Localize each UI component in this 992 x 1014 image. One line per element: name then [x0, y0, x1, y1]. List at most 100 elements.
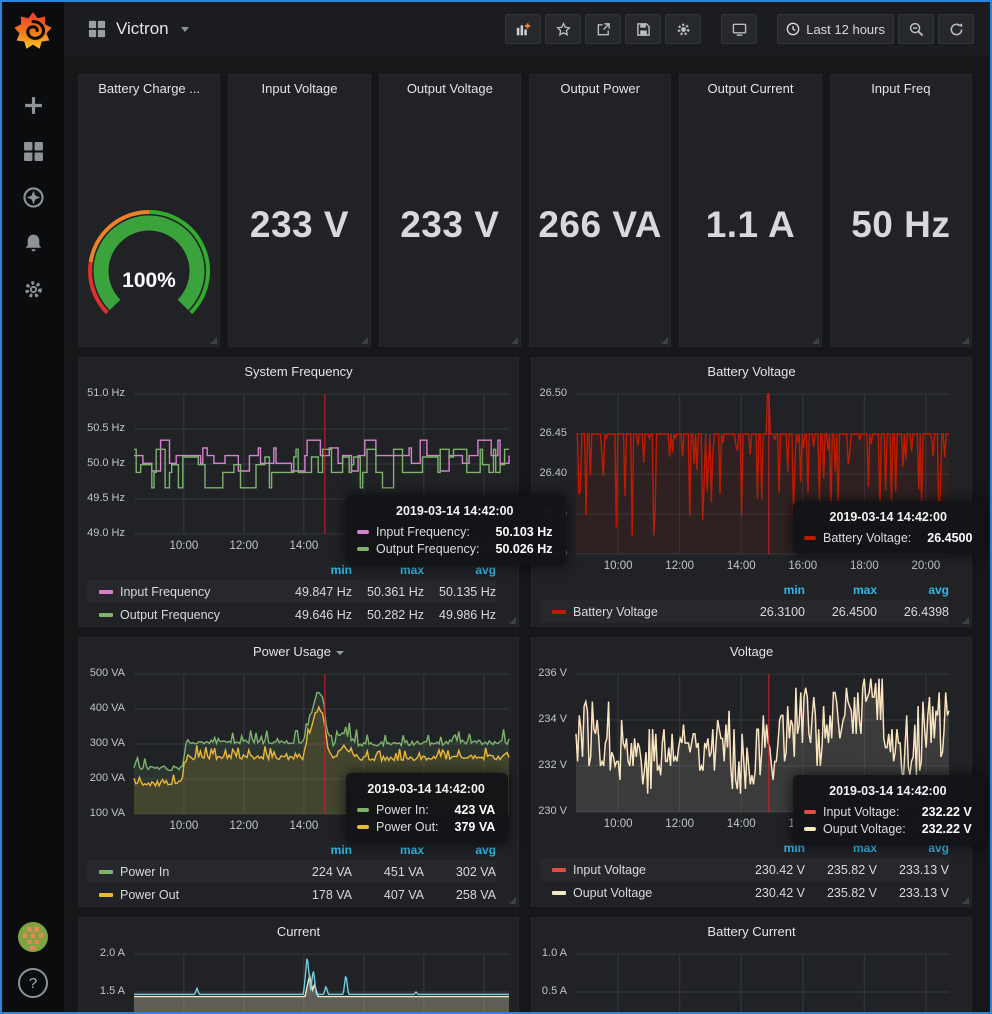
legend-header-min[interactable]: min — [330, 563, 352, 577]
tooltip-series-label: Ouput Voltage: — [823, 822, 906, 836]
panel-title[interactable]: Current — [276, 924, 321, 939]
panel-resize-handle[interactable] — [962, 897, 969, 904]
panel-title[interactable]: Voltage — [729, 644, 774, 659]
star-button[interactable] — [545, 14, 582, 44]
legend-row[interactable]: Output Frequency 49.646 Hz 50.282 Hz 49.986… — [87, 603, 496, 626]
panel-title[interactable]: Output Voltage — [406, 81, 493, 96]
legend-row[interactable]: Battery Voltage 26.3100 26.4500 26.4398 — [540, 600, 949, 623]
chart-area[interactable]: 1.0 A0.5 A0.0 A-0.5 A-1.0 A10:0012:0014:… — [532, 946, 971, 1012]
share-button[interactable] — [585, 14, 622, 44]
series-color-dash — [357, 530, 369, 534]
help-icon[interactable]: ? — [18, 968, 48, 998]
panel-title[interactable]: Input Freq — [871, 81, 931, 96]
zoom-out-button[interactable] — [898, 14, 934, 44]
legend-header-max[interactable]: max — [399, 843, 424, 857]
tooltip-series-label: Output Frequency: — [376, 542, 480, 556]
add-panel-button[interactable] — [505, 14, 542, 44]
series-color-dash — [552, 609, 566, 614]
navbar: Victron Last 12 hours — [64, 2, 990, 56]
y-axis-tick-label: 49.5 Hz — [87, 492, 125, 504]
configuration-gear-icon[interactable] — [21, 277, 45, 301]
user-avatar[interactable] — [18, 922, 48, 952]
series-line-power-in — [133, 691, 510, 772]
legend-row[interactable]: Power Out 178 VA 407 VA 258 VA — [87, 883, 496, 906]
legend-header: min max avg — [87, 840, 496, 860]
legend-row[interactable]: Power In 224 VA 451 VA 302 VA — [87, 860, 496, 883]
x-axis-tick-label: 10:00 — [169, 820, 199, 832]
panel-resize-handle[interactable] — [811, 337, 819, 344]
refresh-icon — [950, 22, 962, 35]
legend-row[interactable]: Input Frequency 49.847 Hz 50.361 Hz 50.135 … — [87, 580, 496, 603]
panel-resize-handle[interactable] — [509, 897, 516, 904]
series-name[interactable]: Output Frequency — [120, 607, 221, 622]
legend-header-avg[interactable]: avg — [475, 563, 496, 577]
panel-resize-handle[interactable] — [510, 337, 518, 344]
dashboards-grid-icon[interactable] — [21, 139, 45, 163]
legend: min max avg Input Voltage 230.42 V 235.82 V 23… — [540, 838, 971, 904]
panel-resize-handle[interactable] — [661, 337, 669, 344]
chart-area[interactable]: 51.0 Hz 50.5 Hz 50.0 Hz 49.5 Hz 49.0 Hz 10:00… — [79, 386, 518, 626]
panel-title[interactable]: Input Voltage — [261, 81, 338, 96]
series-name[interactable]: Ouput Voltage — [573, 885, 653, 900]
x-axis-tick-label: 20:00 — [911, 560, 941, 572]
alerting-bell-icon[interactable] — [21, 231, 45, 255]
panel-settings-button[interactable] — [665, 14, 702, 44]
refresh-button[interactable] — [938, 14, 974, 44]
panel-title[interactable]: System Frequency — [244, 364, 353, 379]
graph-tooltip: 2019-03-14 14:42:00 Input Voltage: 232.22 … — [793, 775, 985, 845]
series-color-dash — [357, 547, 369, 551]
legend: min max avg Battery Voltage 26.3100 26.4500 26… — [540, 580, 971, 623]
panel-resize-handle[interactable] — [961, 337, 969, 344]
grafana-logo[interactable] — [12, 10, 54, 52]
legend-header: min max avg — [87, 560, 496, 580]
legend-row[interactable]: Ouput Voltage 230.42 V 235.82 V 233.13 V — [540, 881, 949, 904]
panel-battery-current: Battery Current 1.0 A0.5 A0.0 A-0.5 A-1.0… — [531, 917, 972, 1012]
time-range-label: Last 12 hours — [806, 21, 885, 37]
series-name[interactable]: Power Out — [120, 887, 180, 902]
series-line-output-current — [134, 958, 509, 995]
legend-header-avg[interactable]: avg — [928, 583, 949, 597]
panel-title[interactable]: Battery Charge ... — [98, 81, 201, 96]
panel-title[interactable]: Power Usage — [79, 638, 518, 666]
panel-resize-handle[interactable] — [509, 617, 516, 624]
legend-stat-value: 451 VA — [383, 864, 424, 879]
legend-header-avg[interactable]: avg — [475, 843, 496, 857]
series-name[interactable]: Input Voltage — [573, 862, 646, 877]
star-icon — [555, 21, 571, 36]
plus-icon[interactable] — [21, 93, 45, 117]
legend-header-max[interactable]: max — [852, 583, 877, 597]
series-name[interactable]: Power In — [120, 864, 170, 879]
legend-stat-value: 235.82 V — [826, 862, 877, 877]
series-name[interactable]: Input Frequency — [120, 584, 211, 599]
legend-header-min[interactable]: min — [330, 843, 352, 857]
panel-title[interactable]: Battery Current — [707, 924, 796, 939]
panel-resize-handle[interactable] — [360, 337, 368, 344]
panel-battery-charge: Battery Charge ... 100% — [78, 74, 221, 347]
save-button[interactable] — [625, 14, 662, 44]
series-name[interactable]: Battery Voltage — [573, 604, 658, 619]
dashboard-picker[interactable]: Victron — [88, 19, 189, 39]
series-line-ac-current — [134, 974, 509, 998]
stat-value: 233 V — [400, 203, 500, 245]
panel-output-voltage-stat: Output Voltage 233 V — [378, 74, 521, 347]
tooltip-series-row: Output Frequency: 50.026 Hz — [357, 542, 553, 556]
panel-resize-handle[interactable] — [962, 617, 969, 624]
explore-compass-icon[interactable] — [21, 185, 45, 209]
time-range-picker[interactable]: Last 12 hours — [777, 14, 894, 44]
legend-stat-value: 26.4398 — [903, 604, 949, 619]
legend-header: min max avg — [540, 580, 949, 600]
tv-mode-button[interactable] — [721, 14, 758, 44]
panel-title[interactable]: Output Current — [707, 81, 794, 96]
y-axis-tick-label: 300 VA — [89, 737, 125, 749]
panel-power-usage: Power Usage 500 VA 400 VA 300 VA 200 VA 100 V… — [78, 637, 519, 907]
tooltip-series-value: 232.22 V — [921, 822, 972, 836]
legend-stat-value: 302 VA — [455, 864, 496, 879]
legend-header-max[interactable]: max — [399, 563, 424, 577]
clock-icon — [786, 22, 800, 36]
panel-resize-handle[interactable] — [210, 337, 218, 344]
chart-area[interactable]: 2.0 A1.5 A1.0 A0.5 A0.0 A10:0012:0014:00… — [79, 946, 518, 1012]
legend-row[interactable]: Input Voltage 230.42 V 235.82 V 233.13 V — [540, 858, 949, 881]
panel-title[interactable]: Output Power — [560, 81, 640, 96]
legend-header-min[interactable]: min — [783, 583, 805, 597]
panel-title[interactable]: Battery Voltage — [707, 364, 796, 379]
